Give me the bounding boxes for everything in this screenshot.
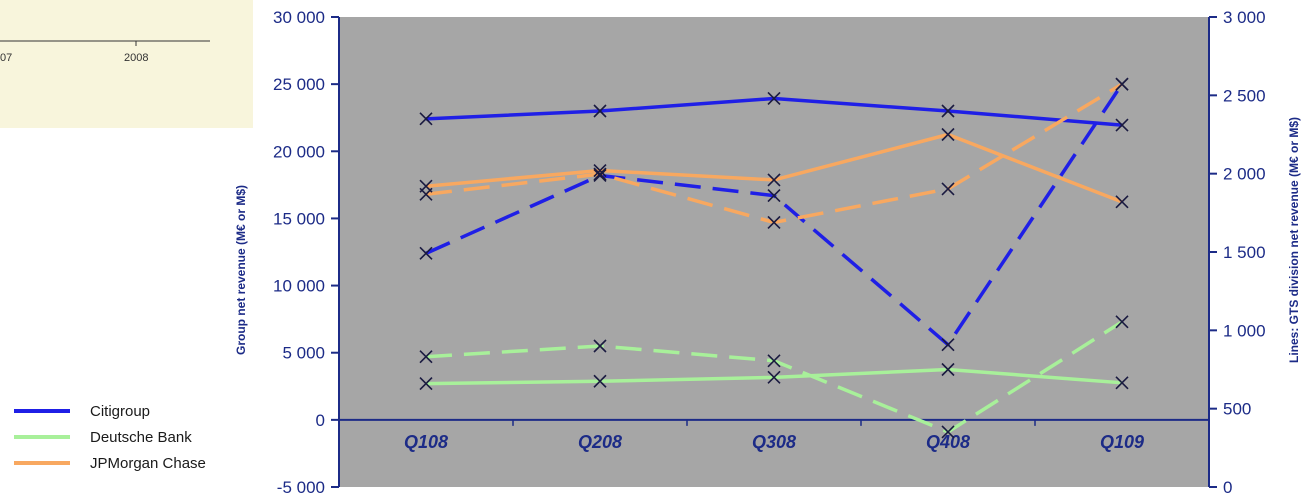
left-axis-tick-label: -5 000 xyxy=(277,478,325,497)
left-axis-tick-label: 25 000 xyxy=(273,75,325,94)
inset-chart-svg: 07 2008 xyxy=(0,40,210,64)
legend-label: JPMorgan Chase xyxy=(90,454,206,472)
data-point-marker xyxy=(767,215,781,230)
legend-swatch xyxy=(14,409,70,413)
data-point-marker xyxy=(593,167,607,181)
data-point-marker xyxy=(1115,315,1129,329)
category-label: Q408 xyxy=(926,432,970,452)
plot-area xyxy=(339,17,1209,487)
data-point-marker xyxy=(767,189,781,203)
data-point-marker xyxy=(767,91,781,106)
data-point-marker xyxy=(593,374,607,388)
data-point-marker xyxy=(941,104,955,118)
left-axis-tick-label: 5 000 xyxy=(282,344,325,363)
data-point-marker xyxy=(419,179,433,193)
legend-swatch xyxy=(14,435,70,439)
left-axis-title: Group net revenue (M€ or M$) xyxy=(234,185,248,355)
data-point-marker xyxy=(419,350,433,364)
category-label: Q108 xyxy=(404,432,448,452)
data-point-marker xyxy=(941,182,955,196)
left-axis-tick-label: 20 000 xyxy=(273,142,325,161)
category-label: Q109 xyxy=(1100,432,1144,452)
legend-swatch xyxy=(14,461,70,465)
legend-item-deutsche-bank: Deutsche Bank xyxy=(14,424,206,450)
data-point-marker xyxy=(593,168,607,183)
inset-chart-fragment: 07 2008 xyxy=(0,0,253,128)
data-point-marker xyxy=(1115,376,1129,390)
left-axis-tick-label: 0 xyxy=(316,411,325,430)
data-point-marker xyxy=(419,112,433,126)
category-label: Q208 xyxy=(578,432,622,452)
data-point-marker xyxy=(593,339,607,353)
data-point-marker xyxy=(941,338,955,352)
legend-item-citigroup: Citigroup xyxy=(14,398,206,424)
data-point-marker xyxy=(767,354,781,368)
right-axis-tick-label: 0 xyxy=(1223,478,1232,497)
right-axis-tick-label: 2 000 xyxy=(1223,165,1266,184)
legend-item-jpmorgan-chase: JPMorgan Chase xyxy=(14,450,206,476)
right-axis-tick-label: 2 500 xyxy=(1223,86,1266,105)
right-axis-tick-label: 3 000 xyxy=(1223,8,1266,27)
right-axis-title: Lines: GTS division net revenue (M€ or M… xyxy=(1287,117,1301,363)
inset-tick-label: 2008 xyxy=(124,52,148,64)
data-point-marker xyxy=(1115,195,1129,209)
data-point-marker xyxy=(767,173,781,187)
legend-label: Deutsche Bank xyxy=(90,428,192,446)
data-point-marker xyxy=(593,104,607,118)
data-point-marker xyxy=(419,377,433,391)
legend-label: Citigroup xyxy=(90,402,151,420)
data-point-marker xyxy=(941,127,955,142)
left-axis-tick-label: 15 000 xyxy=(273,209,325,228)
data-point-marker xyxy=(941,362,955,377)
right-axis-tick-label: 500 xyxy=(1223,400,1251,419)
data-point-marker xyxy=(593,163,607,178)
left-axis-tick-label: 30 000 xyxy=(273,8,325,27)
inset-tick-label: 07 xyxy=(0,52,12,64)
right-axis-tick-label: 1 500 xyxy=(1223,243,1266,262)
right-axis-tick-label: 1 000 xyxy=(1223,321,1266,340)
data-point-marker xyxy=(1115,77,1129,91)
left-axis-tick-label: 10 000 xyxy=(273,277,325,296)
chart-legend: Citigroup Deutsche Bank JPMorgan Chase xyxy=(14,398,206,476)
data-point-marker xyxy=(767,370,781,384)
category-label: Q308 xyxy=(752,432,796,452)
data-point-marker xyxy=(419,246,433,260)
data-point-marker xyxy=(941,425,955,439)
data-point-marker xyxy=(1115,118,1129,132)
